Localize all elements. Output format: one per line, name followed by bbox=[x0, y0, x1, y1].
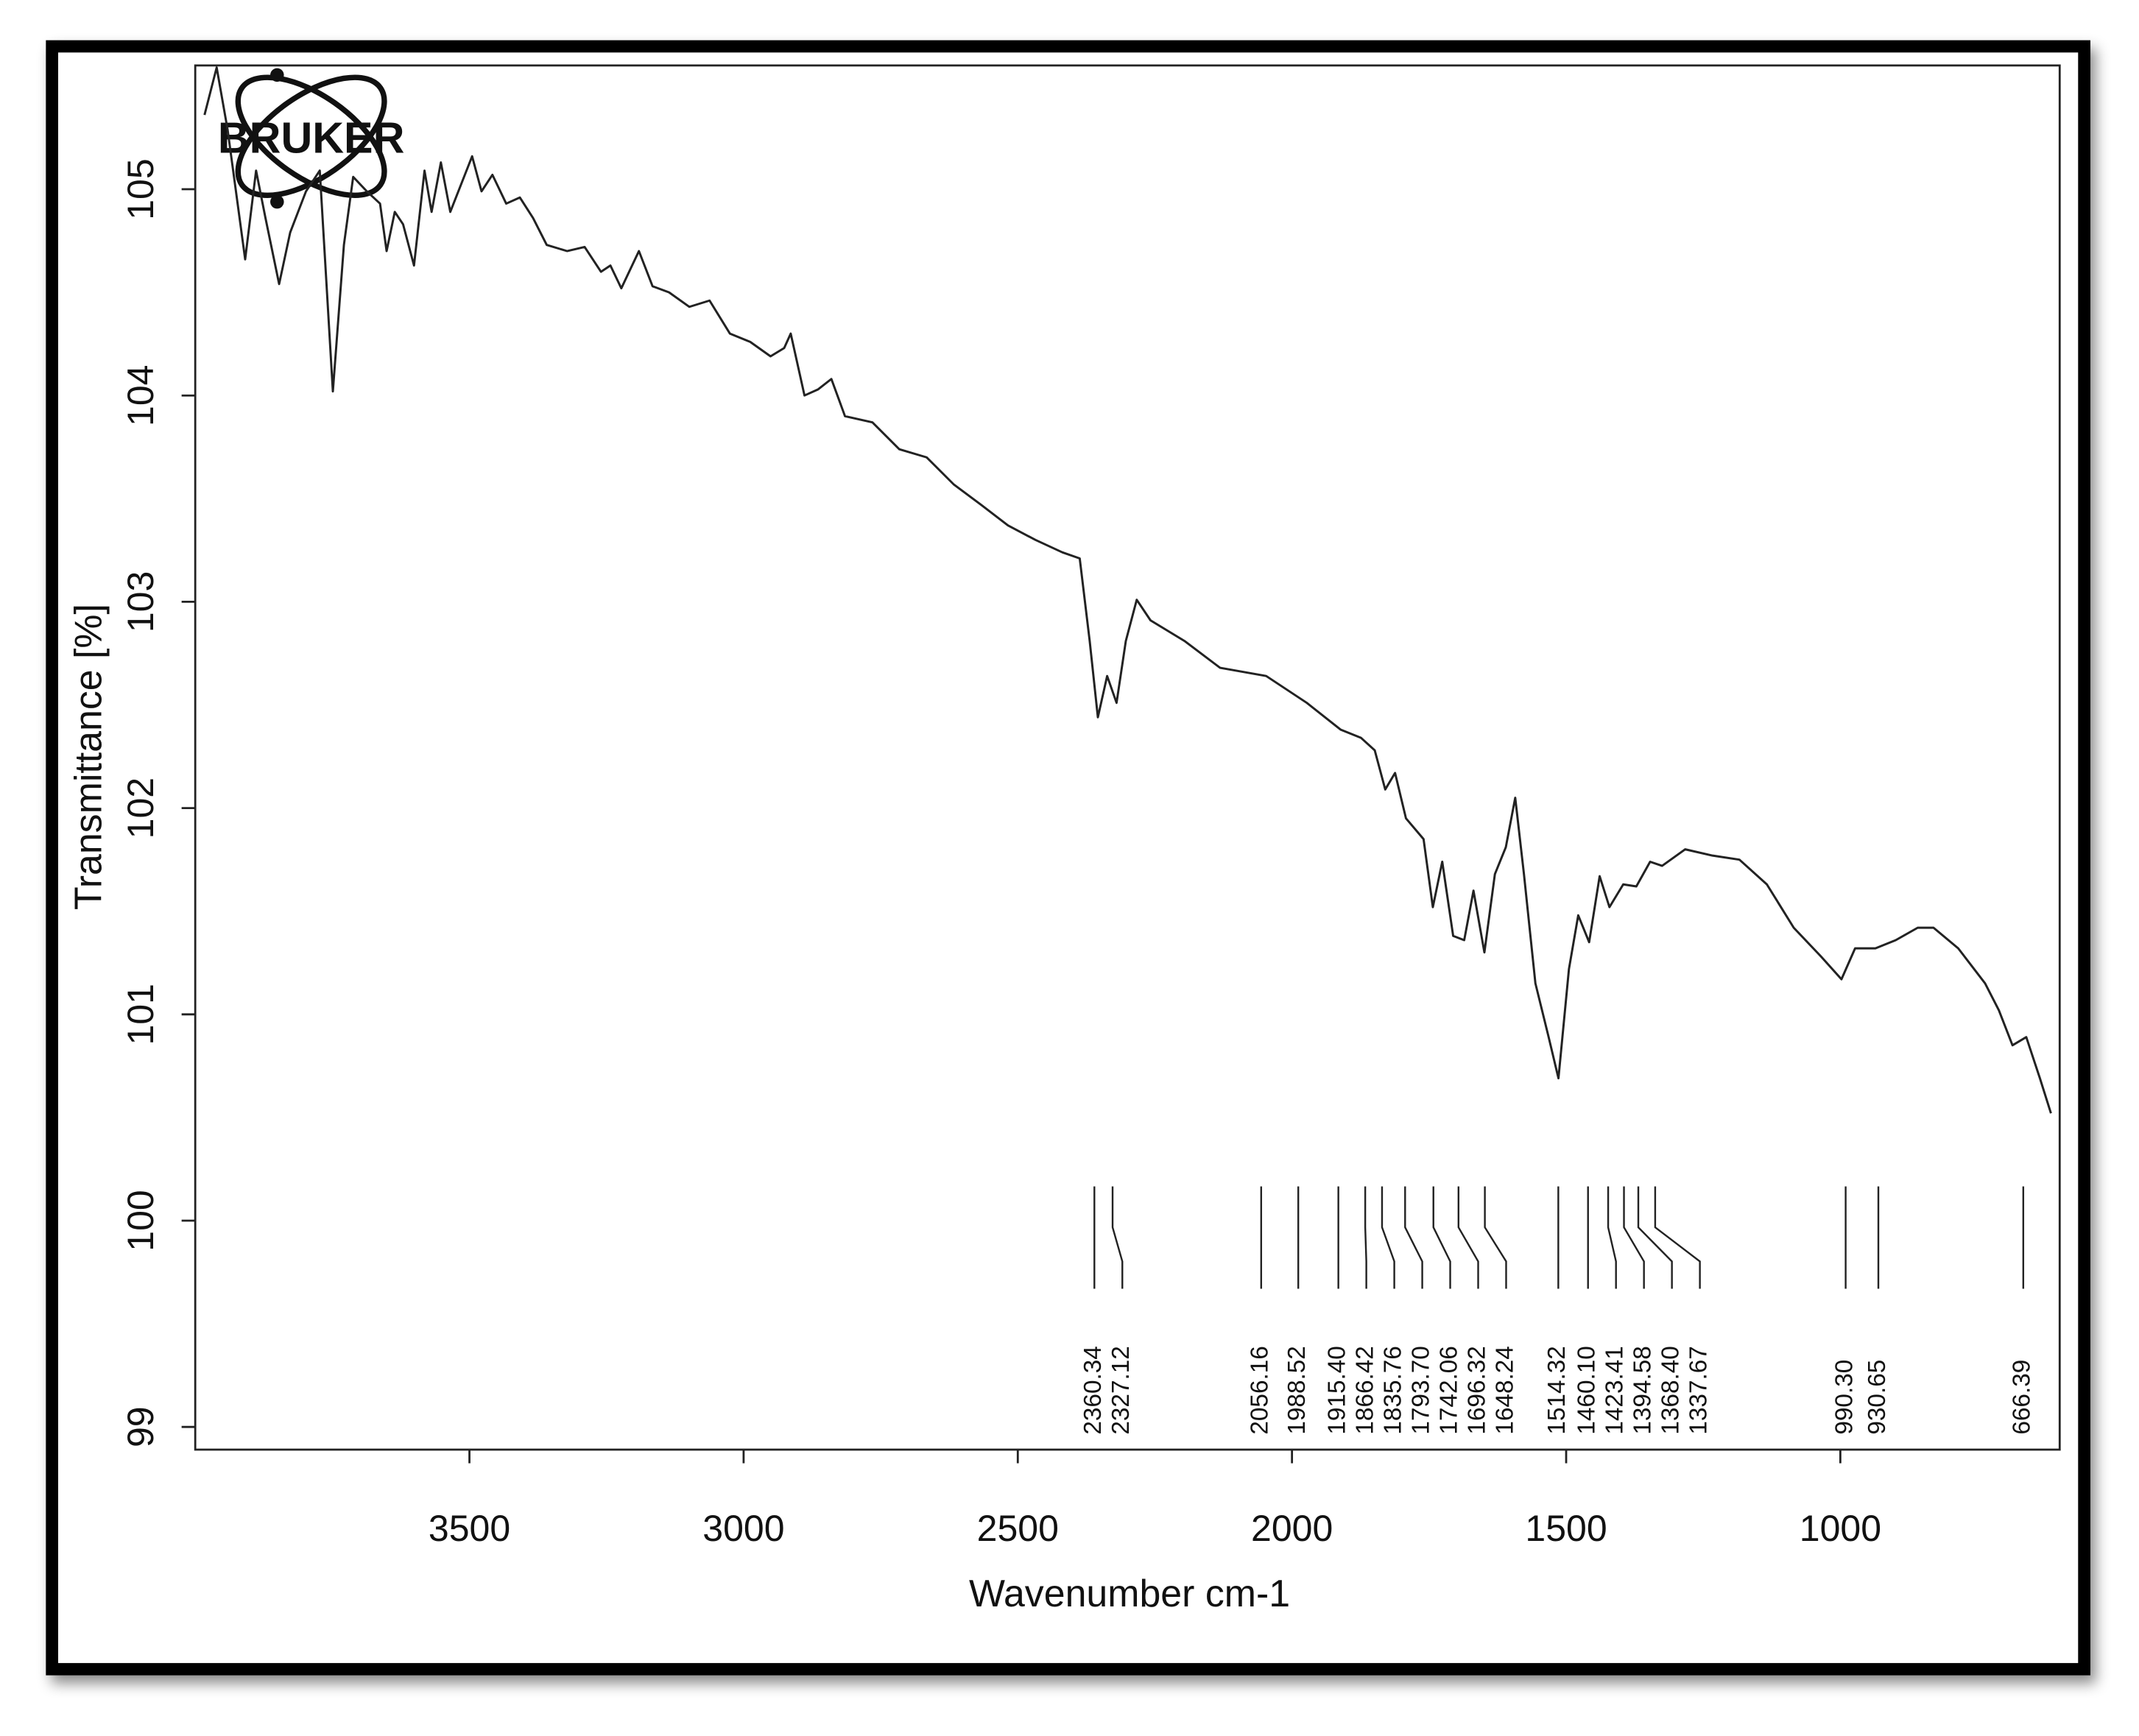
peak-label: 1394.58 bbox=[1629, 1346, 1656, 1434]
spectrum-line bbox=[203, 66, 2052, 1114]
peak-label: 2360.34 bbox=[1079, 1346, 1107, 1434]
x-axis-title: Wavenumber cm-1 bbox=[969, 1572, 1290, 1615]
peak-leader bbox=[1432, 1186, 1451, 1289]
y-tick-label: 100 bbox=[120, 1190, 161, 1251]
peak-label: 1460.10 bbox=[1574, 1346, 1601, 1434]
y-tick-label: 101 bbox=[120, 984, 161, 1045]
logo-dot bbox=[270, 194, 284, 209]
x-tick-label: 1500 bbox=[1525, 1508, 1607, 1549]
y-tick-label: 105 bbox=[120, 158, 161, 219]
peak-label: 1988.52 bbox=[1283, 1346, 1311, 1434]
peak-label: 990.30 bbox=[1830, 1360, 1858, 1435]
peak-leader bbox=[1364, 1186, 1367, 1289]
peak-label: 1742.06 bbox=[1435, 1346, 1462, 1434]
y-tick-label: 103 bbox=[120, 571, 161, 632]
logo-orbit bbox=[235, 74, 387, 199]
peak-leader bbox=[1457, 1186, 1479, 1289]
peak-leader bbox=[1637, 1186, 1673, 1289]
x-tick-label: 3500 bbox=[429, 1508, 510, 1549]
logo-orbit bbox=[235, 74, 387, 199]
peak-label: 930.65 bbox=[1864, 1360, 1891, 1435]
peak-leader bbox=[1381, 1186, 1395, 1289]
peak-leader bbox=[1607, 1186, 1617, 1289]
x-tick-label: 3000 bbox=[702, 1508, 784, 1549]
x-tick-label: 2500 bbox=[977, 1508, 1059, 1549]
peak-label: 1866.42 bbox=[1351, 1346, 1378, 1434]
peak-label: 1337.67 bbox=[1685, 1346, 1712, 1434]
peak-label: 1514.32 bbox=[1543, 1346, 1571, 1434]
logo: BRUKER bbox=[218, 68, 405, 209]
peak-label: 1915.40 bbox=[1323, 1346, 1350, 1434]
y-axis-title: Transmittance [%] bbox=[66, 604, 109, 910]
plot-frame bbox=[194, 64, 2061, 1451]
peak-label: 666.39 bbox=[2009, 1360, 2036, 1435]
logo-dot bbox=[270, 68, 284, 82]
x-tick-label: 2000 bbox=[1251, 1508, 1333, 1549]
peak-leader bbox=[1111, 1186, 1124, 1289]
peak-label: 1835.76 bbox=[1379, 1346, 1406, 1434]
peak-label: 1793.70 bbox=[1407, 1346, 1434, 1434]
peak-leader bbox=[1484, 1186, 1507, 1289]
y-tick-label: 99 bbox=[120, 1406, 161, 1447]
peak-label: 2327.12 bbox=[1107, 1346, 1135, 1434]
y-tick-label: 102 bbox=[120, 777, 161, 839]
outer-frame bbox=[46, 40, 2090, 1676]
y-tick-label: 104 bbox=[120, 365, 161, 426]
peak-label: 1423.41 bbox=[1601, 1346, 1629, 1434]
logo-text: BRUKER bbox=[218, 113, 405, 162]
peak-label: 1696.32 bbox=[1463, 1346, 1490, 1434]
peak-leader bbox=[1404, 1186, 1423, 1289]
peak-leader bbox=[1654, 1186, 1701, 1289]
x-tick-label: 1000 bbox=[1800, 1508, 1881, 1549]
peak-label: 1648.24 bbox=[1491, 1346, 1518, 1434]
peak-leader bbox=[1623, 1186, 1645, 1289]
peak-label: 1368.40 bbox=[1657, 1346, 1684, 1434]
peak-label: 2056.16 bbox=[1247, 1346, 1274, 1434]
